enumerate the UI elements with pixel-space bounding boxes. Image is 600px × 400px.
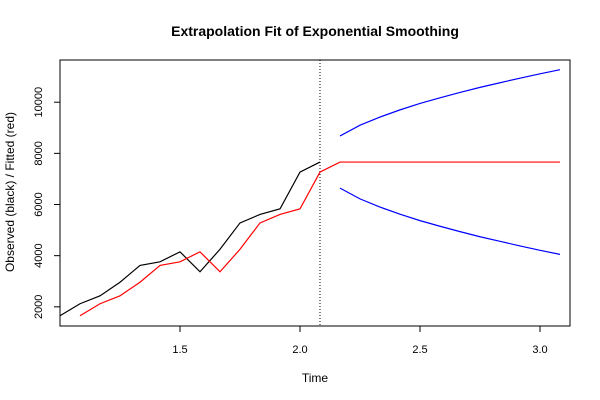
x-axis-label: Time bbox=[302, 371, 329, 385]
series-line-forecast bbox=[319, 161, 560, 173]
x-tick-label: 1.5 bbox=[172, 344, 187, 356]
series-layer bbox=[59, 60, 561, 326]
series-line-observed bbox=[59, 161, 321, 317]
y-axis: 2000 4000 6000 8000 10000 bbox=[33, 87, 60, 319]
x-tick-label: 2.5 bbox=[412, 344, 427, 356]
y-tick-label: 2000 bbox=[33, 295, 45, 319]
plot-frame bbox=[59, 59, 571, 327]
chart-title: Extrapolation Fit of Exponential Smoothi… bbox=[171, 23, 459, 39]
x-tick-label: 2.0 bbox=[292, 344, 307, 356]
series-line-fitted bbox=[79, 171, 321, 317]
y-tick-label: 8000 bbox=[33, 141, 45, 165]
x-tick-label: 3.0 bbox=[532, 344, 547, 356]
series-line-upper bbox=[339, 69, 561, 137]
series-line-lower bbox=[339, 187, 561, 255]
y-tick-label: 6000 bbox=[33, 192, 45, 216]
y-tick-label: 4000 bbox=[33, 243, 45, 267]
x-axis: 1.5 2.0 2.5 3.0 bbox=[172, 326, 548, 356]
y-axis-label: Observed (black) / Fitted (red) bbox=[3, 112, 17, 272]
y-tick-label: 10000 bbox=[33, 87, 45, 118]
